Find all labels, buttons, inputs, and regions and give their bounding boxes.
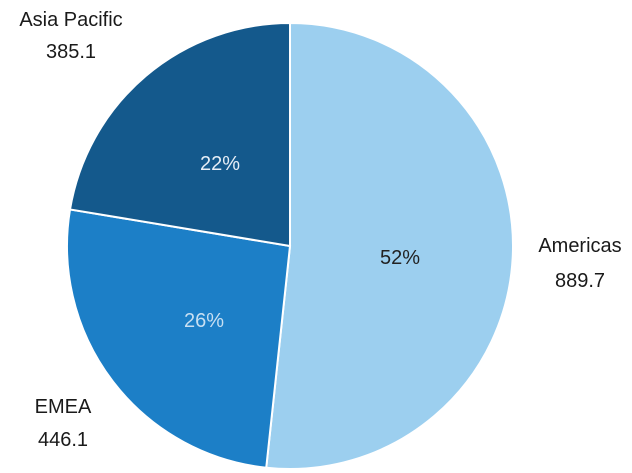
emea-percent-label: 26%	[184, 310, 224, 332]
asia-pacific-percent-label: 22%	[200, 153, 240, 175]
pie-labels: 52% Americas 889.7 26% EMEA 446.1 22% As…	[19, 9, 621, 451]
emea-name-label: EMEA	[35, 396, 92, 418]
americas-percent-label: 52%	[380, 247, 420, 269]
pie-slice-americas	[265, 21, 514, 470]
americas-value-label: 889.7	[555, 270, 605, 292]
pie-slices	[66, 21, 514, 470]
pie-slice-emea	[66, 208, 292, 469]
americas-name-label: Americas	[538, 235, 621, 257]
asia-pacific-name-label: Asia Pacific	[19, 9, 122, 31]
asia-pacific-value-label: 385.1	[46, 41, 96, 63]
pie-slice-asia-pacific	[68, 21, 291, 248]
emea-value-label: 446.1	[38, 429, 88, 451]
